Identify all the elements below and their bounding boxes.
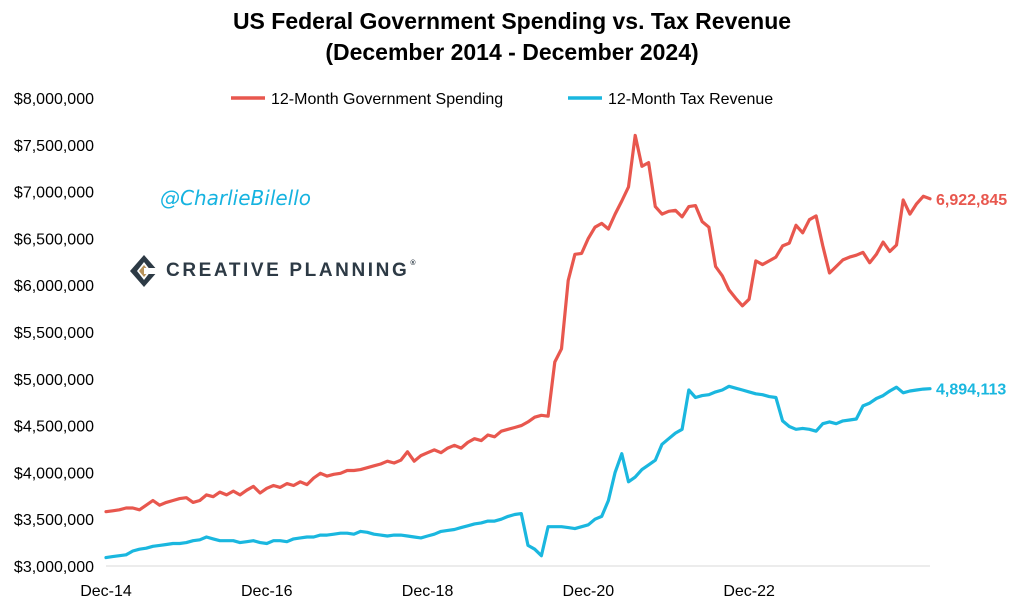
chart-title-line1: US Federal Government Spending vs. Tax R… [232,8,792,34]
y-tick-label: $8,000,000 [14,91,94,108]
y-tick-label: $4,000,000 [14,465,94,482]
end-labels: 6,922,845 4,894,113 [936,192,1007,399]
x-tick-label: Dec-18 [402,583,454,600]
y-tick-label: $7,000,000 [14,185,94,202]
x-tick-label: Dec-14 [80,583,132,600]
creative-planning-logo-icon [130,255,158,287]
y-tick-label: $3,500,000 [14,512,94,529]
chart-title: US Federal Government Spending vs. Tax R… [0,6,1024,68]
y-tick-label: $5,500,000 [14,325,94,342]
series-line-1 [104,384,932,560]
x-tick-label: Dec-22 [723,583,775,600]
y-tick-label: $3,000,000 [14,559,94,576]
y-axis: $3,000,000 $3,500,000 $4,000,000 $4,500,000… [14,91,94,576]
creative-planning-logo-text: CREATIVE PLANNING® [166,260,419,281]
y-tick-label: $6,000,000 [14,278,94,295]
x-tick-label: Dec-20 [563,583,615,600]
end-value-label-1: 4,894,113 [936,382,1006,399]
twitter-handle-watermark: @CharlieBilello [160,186,312,210]
y-tick-label: $5,000,000 [14,372,94,389]
series-lines [104,133,932,560]
creative-planning-logo: CREATIVE PLANNING® [130,254,418,288]
y-tick-label: $6,500,000 [14,231,94,248]
y-tick-label: $7,500,000 [14,138,94,155]
series-line-0 [104,133,932,514]
end-value-label-0: 6,922,845 [936,192,1007,209]
legend-label-0: 12-Month Government Spending [271,91,503,108]
chart-subtitle: (December 2014 - December 2024) [325,39,699,65]
y-tick-label: $4,500,000 [14,419,94,436]
legend-label-1: 12-Month Tax Revenue [608,91,773,108]
x-axis: Dec-14 Dec-16 Dec-18 Dec-20 Dec-22 [80,565,930,600]
legend: 12-Month Government Spending 12-Month Tax… [231,91,773,108]
x-tick-label: Dec-16 [241,583,293,600]
